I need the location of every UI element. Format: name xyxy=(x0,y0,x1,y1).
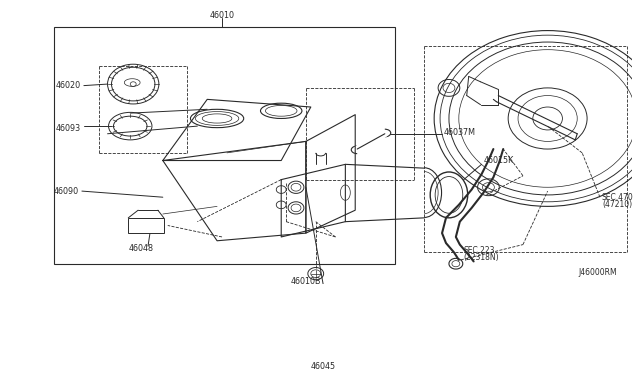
Text: SEC.470: SEC.470 xyxy=(602,193,634,202)
Text: 46010: 46010 xyxy=(209,11,234,20)
Text: (47210): (47210) xyxy=(602,201,632,209)
Text: 46010B: 46010B xyxy=(291,277,321,286)
Bar xyxy=(54,27,395,264)
Text: 46048: 46048 xyxy=(128,244,153,253)
Text: 46037M: 46037M xyxy=(444,128,476,137)
Text: SEC.223: SEC.223 xyxy=(464,246,495,255)
Text: J46000RM: J46000RM xyxy=(578,268,617,277)
Text: 46093: 46093 xyxy=(56,124,81,133)
Text: 46090: 46090 xyxy=(54,187,79,196)
Text: 46020: 46020 xyxy=(56,81,81,90)
Text: 46045: 46045 xyxy=(310,362,335,371)
Bar xyxy=(128,218,164,233)
Text: (22318N): (22318N) xyxy=(464,253,499,262)
Text: 46015K: 46015K xyxy=(483,156,514,165)
